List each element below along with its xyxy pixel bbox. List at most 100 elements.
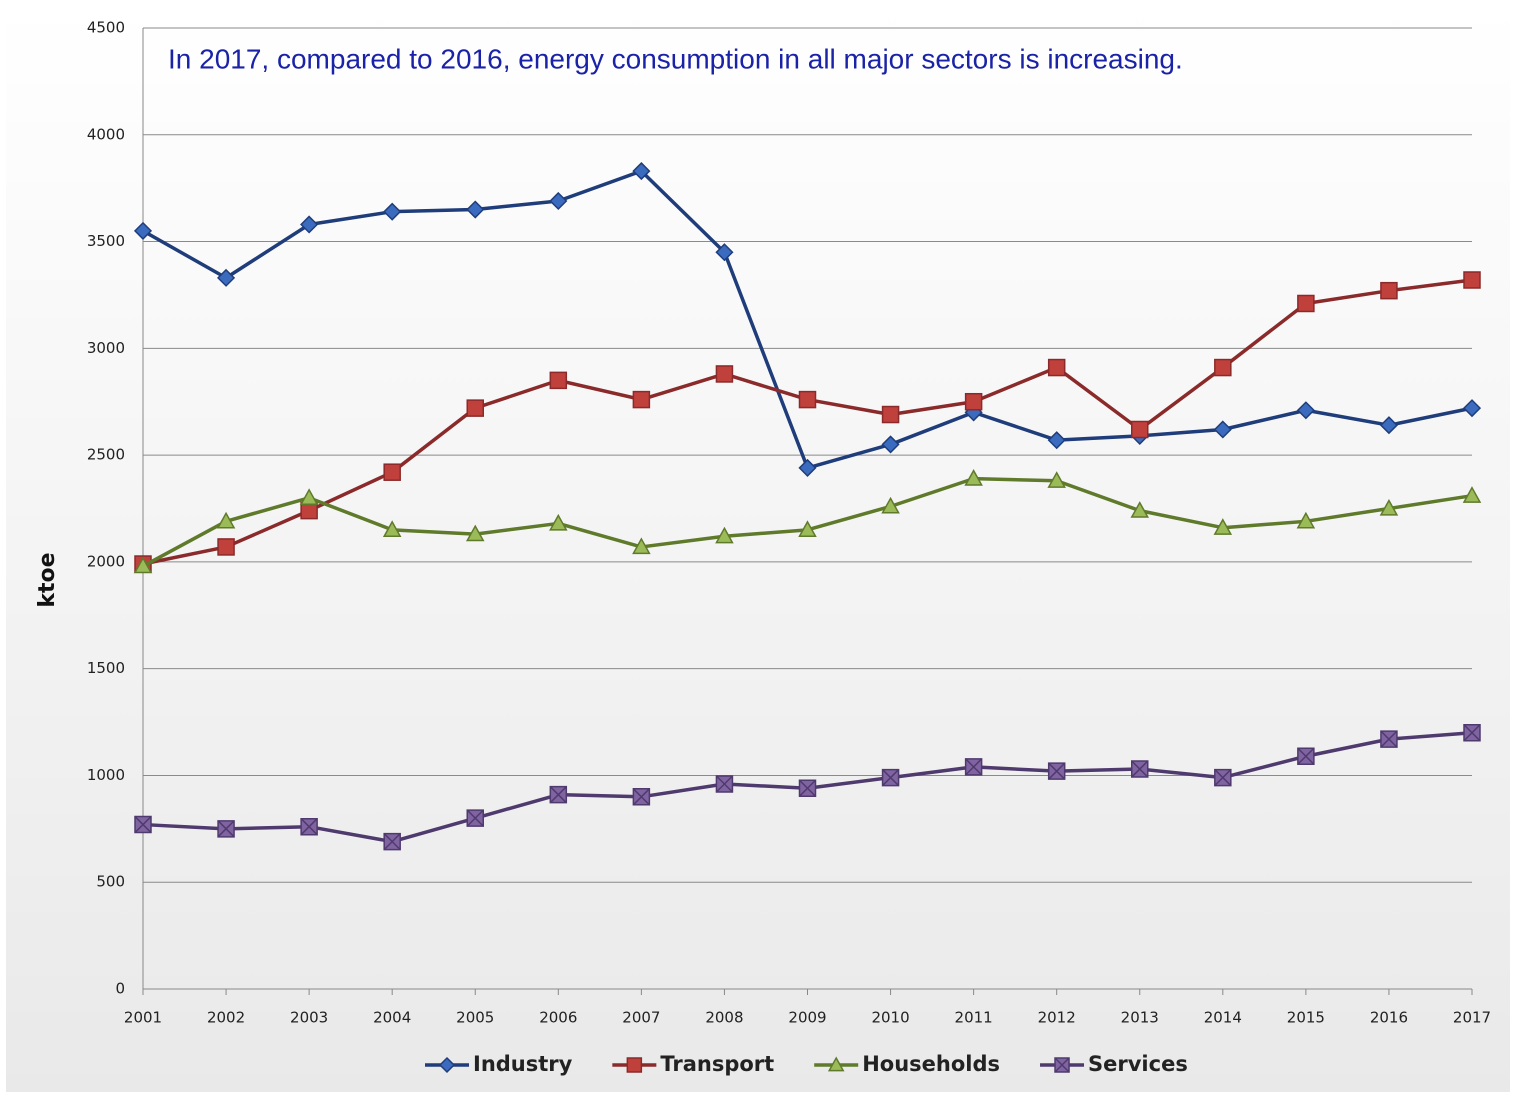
x-tick-label: 2009 [788, 1009, 826, 1027]
marker [549, 785, 568, 804]
y-tick-label: 4500 [87, 19, 125, 37]
y-tick-label: 0 [115, 980, 125, 998]
marker [133, 221, 153, 240]
x-tick-label: 2004 [373, 1009, 411, 1027]
marker [383, 832, 401, 851]
marker [382, 520, 402, 538]
marker [1213, 420, 1232, 439]
marker [1379, 498, 1399, 516]
marker [715, 243, 734, 262]
marker [1296, 401, 1315, 420]
y-tick-label: 1000 [87, 766, 125, 784]
marker [1047, 762, 1066, 780]
x-tick-label: 2006 [539, 1009, 577, 1027]
marker [217, 820, 235, 838]
annotation: In 2017, compared to 2016, energy consum… [168, 43, 1183, 74]
marker [798, 520, 817, 538]
marker [964, 469, 983, 486]
y-tick-label: 2500 [87, 446, 125, 464]
marker [632, 537, 651, 555]
marker [1214, 358, 1232, 377]
marker [1131, 760, 1149, 778]
y-tick-label: 3500 [87, 232, 125, 250]
x-tick-label: 2012 [1038, 1009, 1076, 1027]
marker [134, 815, 152, 834]
legend-marker [626, 1057, 643, 1073]
marker [632, 390, 651, 409]
marker [1462, 486, 1482, 503]
marker [1463, 723, 1481, 742]
marker [1047, 358, 1066, 377]
marker [881, 435, 900, 454]
marker [1380, 281, 1398, 300]
legend-label: Services [1088, 1052, 1188, 1076]
x-tick-label: 2010 [871, 1009, 909, 1027]
marker [881, 405, 900, 424]
marker [964, 758, 983, 776]
marker [216, 511, 236, 529]
marker [465, 524, 485, 542]
x-tick-label: 2002 [207, 1009, 245, 1027]
marker [1047, 431, 1066, 450]
marker [798, 458, 817, 477]
marker [1130, 501, 1150, 518]
marker [466, 200, 485, 219]
marker [881, 496, 900, 514]
x-tick-label: 2016 [1370, 1009, 1408, 1027]
x-tick-label: 2014 [1204, 1009, 1242, 1027]
marker [715, 526, 734, 544]
legend-marker [827, 1056, 845, 1072]
marker [715, 775, 734, 793]
marker [632, 162, 651, 181]
y-tick-label: 2000 [87, 552, 125, 570]
marker [217, 268, 236, 287]
marker [964, 392, 983, 411]
x-tick-label: 2011 [955, 1009, 993, 1027]
marker [549, 191, 568, 211]
y-tick-label: 500 [96, 873, 125, 891]
legend-label: Transport [660, 1052, 774, 1076]
marker [798, 390, 817, 409]
marker [1131, 420, 1149, 439]
marker [549, 513, 568, 531]
marker [383, 202, 402, 221]
legend-label: Industry [473, 1052, 573, 1076]
y-tick-label: 4000 [87, 125, 125, 143]
marker [383, 463, 401, 481]
marker [1047, 471, 1066, 488]
marker [1296, 511, 1316, 529]
marker [299, 488, 319, 505]
x-tick-label: 2015 [1287, 1009, 1325, 1027]
marker [1297, 294, 1315, 313]
x-tick-label: 2005 [456, 1009, 494, 1027]
marker [1380, 730, 1398, 748]
marker [1297, 747, 1315, 765]
marker [1214, 768, 1232, 787]
x-tick-label: 2008 [705, 1009, 743, 1027]
marker [1213, 518, 1233, 535]
marker [300, 215, 319, 234]
legend-marker [438, 1056, 456, 1074]
marker [466, 399, 484, 417]
marker [1463, 271, 1481, 289]
marker [1462, 399, 1482, 418]
marker [632, 788, 651, 806]
x-tick-label: 2013 [1121, 1009, 1159, 1027]
y-tick-label: 3000 [87, 339, 125, 357]
x-tick-label: 2003 [290, 1009, 328, 1027]
x-tick-label: 2007 [622, 1009, 660, 1027]
marker [300, 501, 318, 520]
x-tick-label: 2001 [124, 1009, 162, 1027]
x-tick-label: 2017 [1453, 1009, 1491, 1027]
legend-marker [1054, 1057, 1070, 1073]
marker [466, 809, 484, 827]
marker [715, 365, 734, 383]
marker [881, 768, 900, 787]
marker [217, 538, 235, 556]
y-axis-label: ktoe [35, 552, 60, 607]
marker [549, 371, 568, 390]
marker [1379, 416, 1399, 435]
legend-label: Households [862, 1052, 1000, 1076]
y-tick-label: 1500 [87, 659, 125, 677]
